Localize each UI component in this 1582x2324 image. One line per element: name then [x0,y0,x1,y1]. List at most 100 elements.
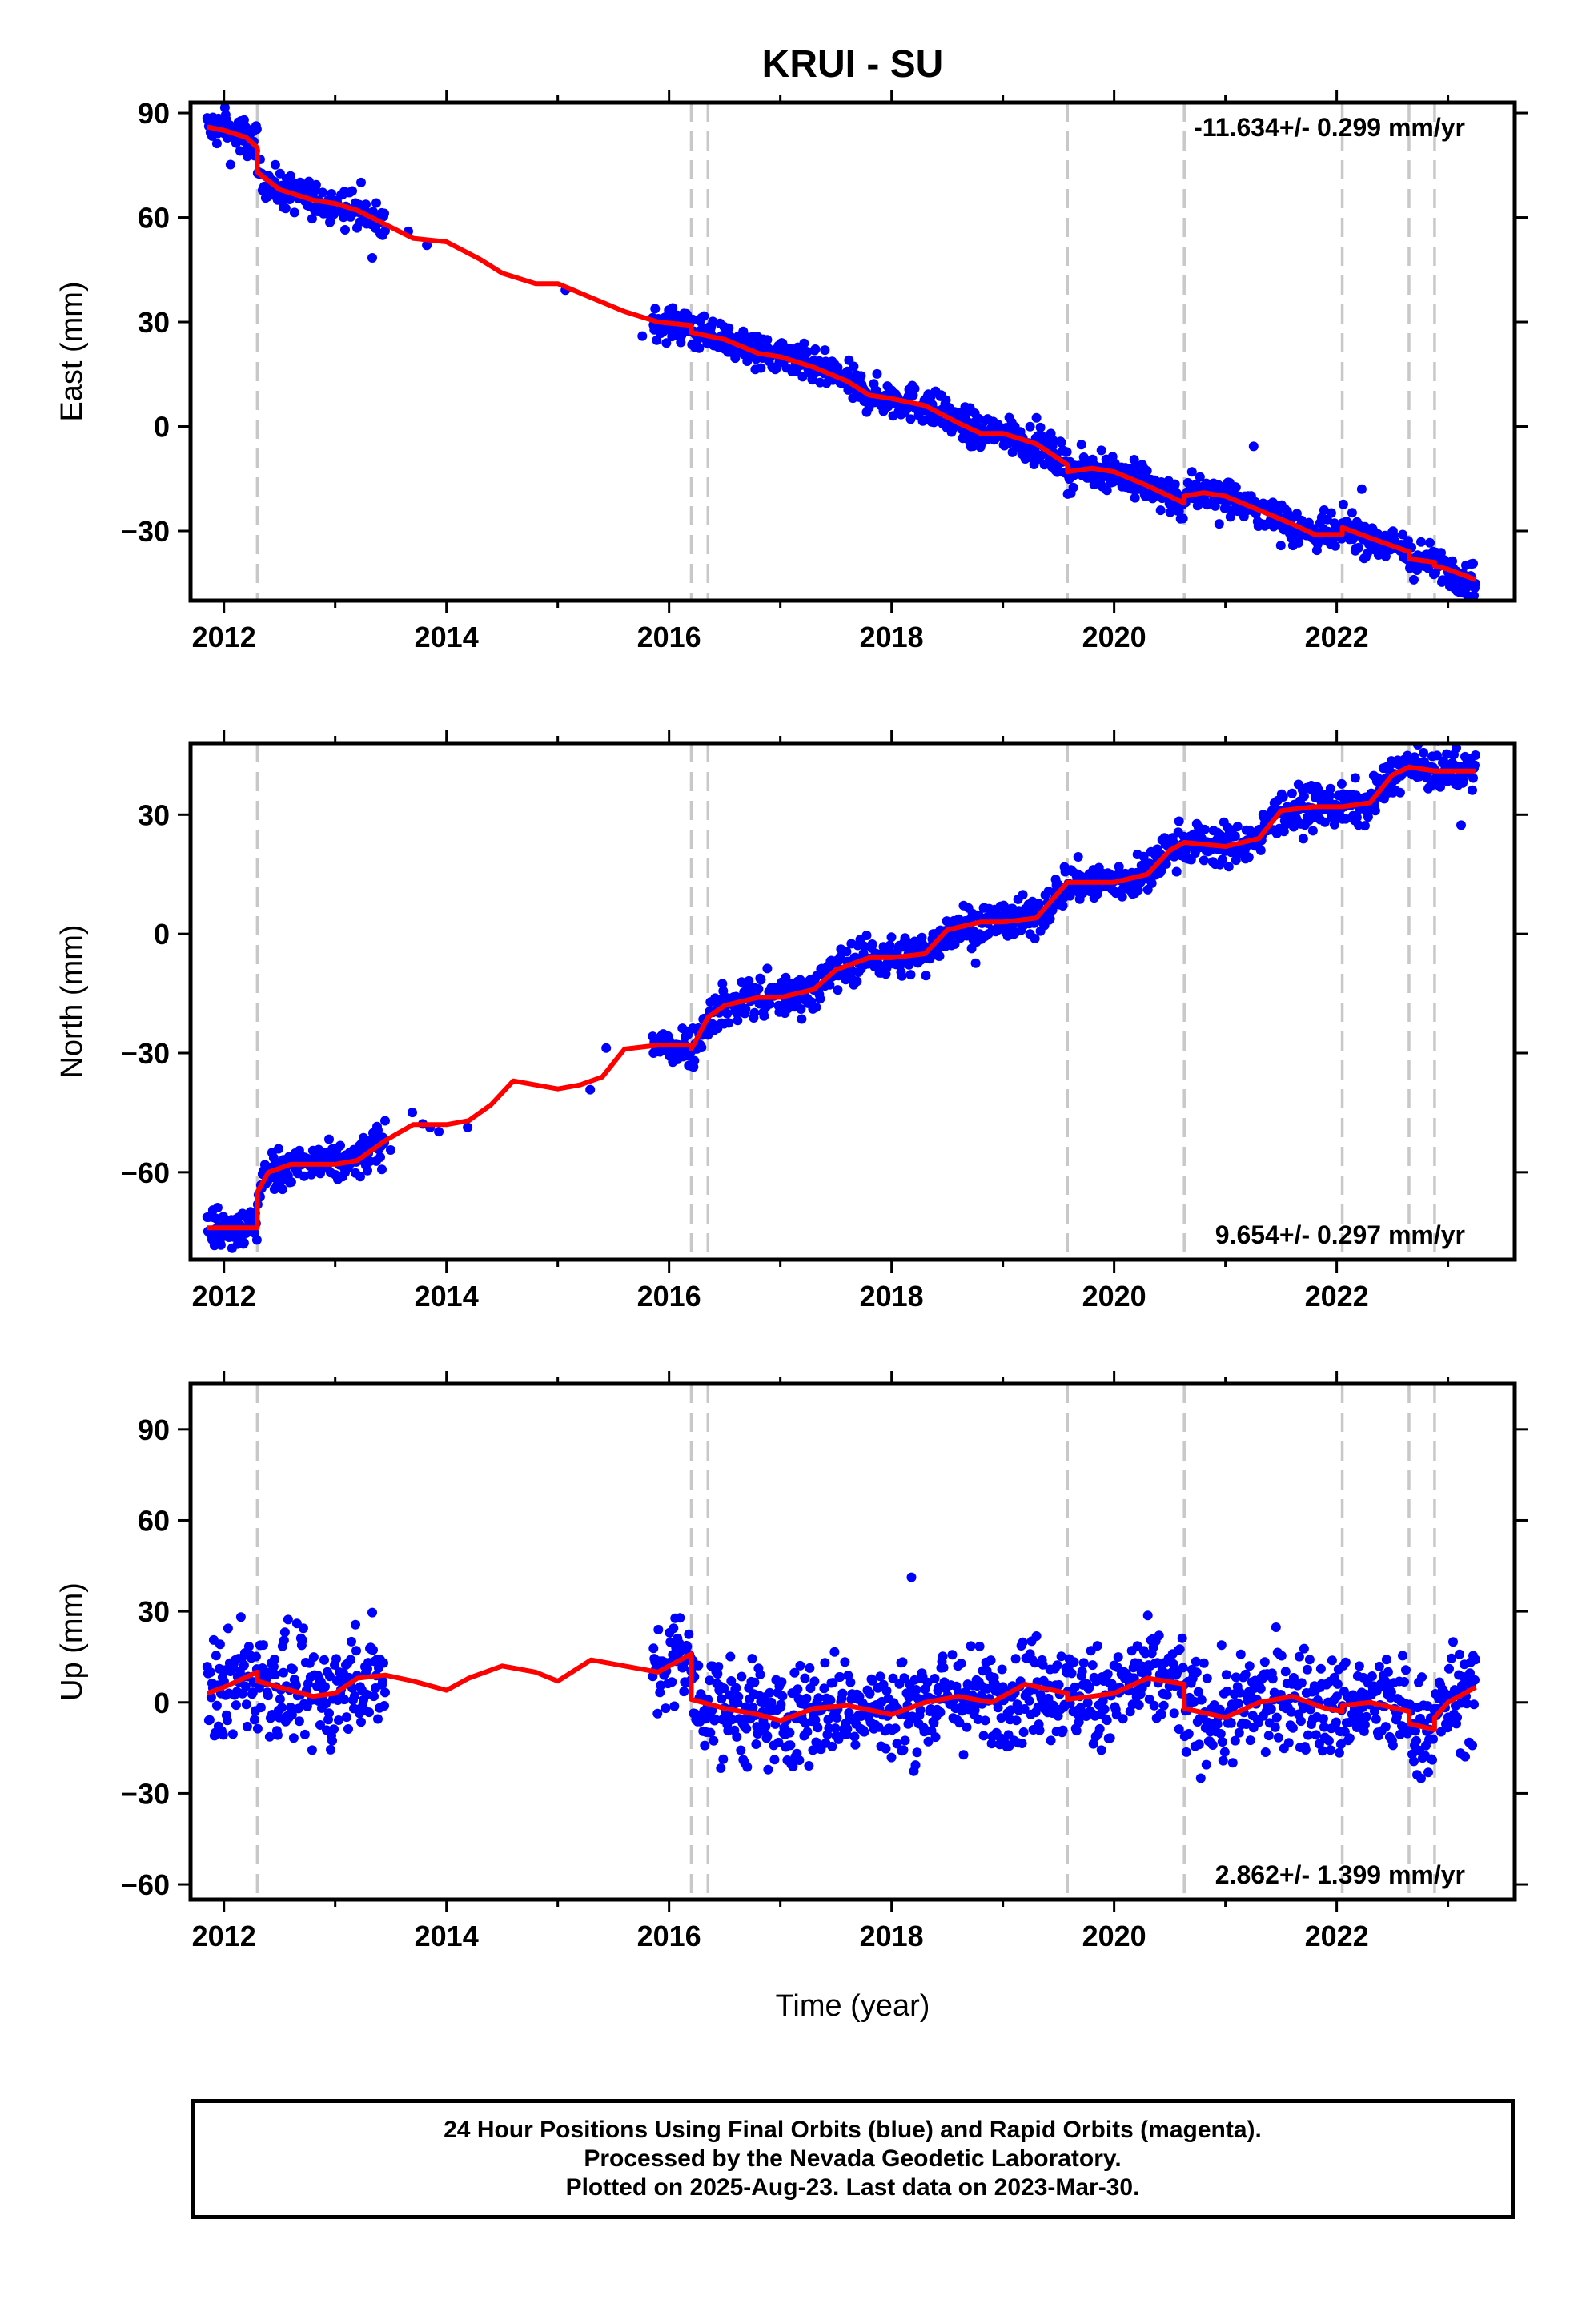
data-point [1096,445,1106,456]
data-point [1344,1733,1355,1743]
data-point [1411,1735,1421,1746]
data-point [251,124,262,135]
data-point [1248,441,1259,452]
data-point [1334,1747,1344,1758]
data-point [1156,1709,1166,1719]
data-point [1411,1726,1420,1736]
data-point [1330,541,1340,551]
data-point [675,1613,685,1623]
data-point [1253,1718,1263,1727]
y-tick-label: −60 [121,1156,170,1189]
data-point [1054,1679,1064,1690]
data-point [1435,782,1445,792]
data-point [962,1722,972,1732]
data-point [938,1651,948,1662]
data-point [252,1723,263,1734]
data-point [1255,1683,1266,1694]
data-point [813,1693,824,1703]
data-point [1174,816,1184,826]
data-point [1019,1704,1030,1714]
data-point [1245,1735,1255,1746]
data-point [329,1724,339,1735]
data-point [756,363,766,373]
data-point [970,958,981,968]
data-point [699,311,709,321]
data-point [585,1084,596,1095]
data-point [1202,1673,1212,1683]
data-point [789,1667,800,1678]
data-point [737,1671,747,1682]
x-tick-label: 2014 [415,1920,479,1952]
data-point [264,1731,275,1742]
data-point [1327,1655,1337,1666]
data-point [1338,499,1348,509]
data-point [1332,1679,1343,1689]
data-point [837,1688,848,1699]
data-point [796,1004,806,1014]
data-point [763,1764,773,1775]
data-point [731,1683,741,1693]
data-point [1318,1714,1328,1724]
y-tick-label: 0 [154,411,170,444]
rate-label: 2.862+/- 1.399 mm/yr [1215,1860,1465,1889]
data-point [1468,773,1478,783]
data-point [1319,1722,1329,1732]
data-point [1196,1695,1207,1705]
data-point [1359,821,1370,831]
y-tick-label: 60 [138,1504,170,1537]
data-point [1230,1735,1240,1746]
data-point [211,1700,222,1711]
data-point [1155,505,1166,516]
data-point [380,226,390,236]
data-point [321,1699,331,1709]
data-point [986,1655,996,1666]
data-point [1214,519,1224,529]
data-point [215,1240,226,1250]
data-point [1149,1700,1159,1711]
data-point [1030,934,1040,943]
data-point [825,979,835,990]
data-point [717,979,728,989]
data-point [810,1715,821,1725]
data-point [801,1693,812,1703]
data-point [980,1715,990,1726]
data-point [263,1691,273,1701]
data-point [934,951,945,961]
data-point [1165,507,1175,517]
data-point [1353,542,1363,553]
data-point [912,1747,922,1758]
data-point [1419,747,1428,758]
y-tick-label: 90 [138,97,170,130]
data-point [656,1680,666,1691]
data-point [1442,749,1452,759]
data-point [204,1715,215,1725]
data-point [1048,436,1058,445]
data-point [270,1670,280,1679]
model-fit-line [207,764,1476,1231]
data-point [652,1708,663,1719]
y-tick-label: 30 [138,1595,170,1628]
data-point [1046,1735,1056,1746]
data-point [1045,914,1055,924]
data-point [849,361,859,372]
data-point [832,1713,842,1723]
data-point [762,335,773,345]
data-point [897,971,907,981]
data-point [215,1639,225,1650]
data-point [724,323,734,333]
x-tick-label: 2016 [637,1920,701,1952]
data-point [974,1641,985,1651]
data-point [1465,1668,1475,1679]
data-point [222,1715,232,1726]
data-point [1171,866,1182,877]
data-point [1069,1657,1079,1667]
data-point [1311,1730,1321,1740]
data-point [1087,1660,1098,1671]
data-point [776,1699,786,1710]
data-point [1347,508,1357,518]
data-point [652,335,662,345]
y-tick-label: 60 [138,202,170,235]
data-point [761,1721,771,1731]
x-tick-label: 2016 [637,1280,701,1313]
data-point [325,1671,335,1682]
